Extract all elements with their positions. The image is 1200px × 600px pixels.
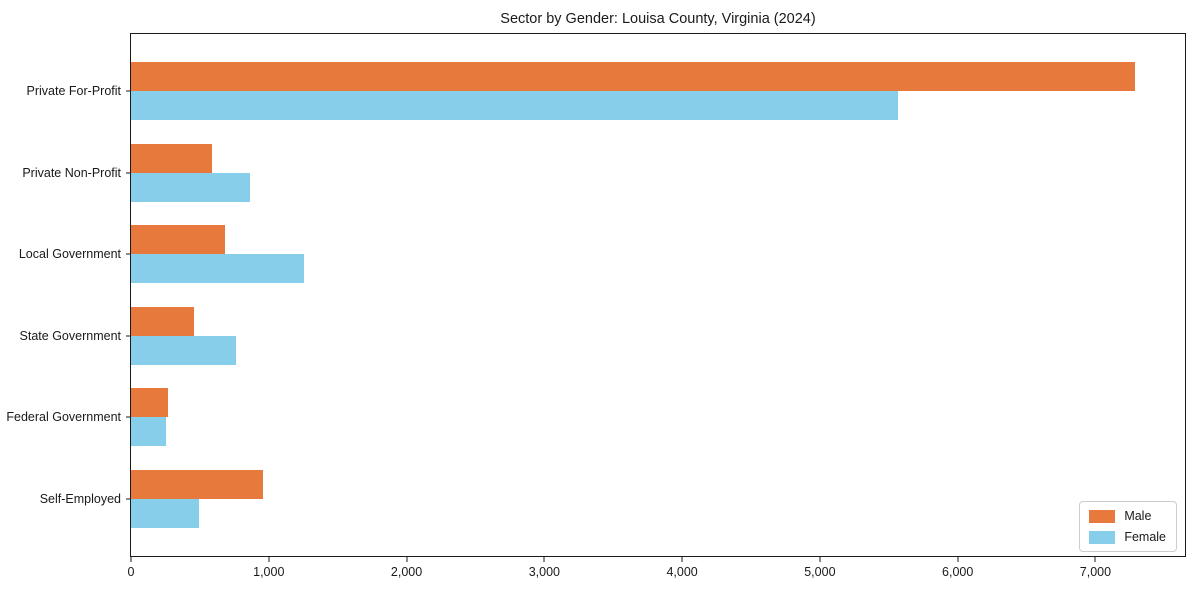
x-tick-label: 5,000 xyxy=(804,565,836,579)
legend-label: Female xyxy=(1124,530,1166,544)
x-tick xyxy=(406,557,408,562)
plot-area: Private For-Profit Private Non-Profit Loca… xyxy=(6,33,1186,579)
x-tick xyxy=(681,557,683,562)
y-tick-label: Private For-Profit xyxy=(26,84,121,99)
y-tick xyxy=(126,416,131,418)
bar-female xyxy=(131,91,899,121)
y-tick-label: Private Non-Profit xyxy=(22,165,121,180)
bar-female xyxy=(131,417,167,447)
bar-female xyxy=(131,254,304,284)
y-tick xyxy=(126,335,131,337)
legend-swatch xyxy=(1089,530,1116,544)
y-tick-label: Local Government xyxy=(18,247,121,262)
bar-male xyxy=(131,469,264,499)
x-tick-label: 2,000 xyxy=(390,565,423,579)
bar-male xyxy=(131,62,1135,92)
bar-male xyxy=(131,388,168,418)
x-tick-label: 3,000 xyxy=(528,565,560,579)
bar-male xyxy=(131,306,194,336)
x-tick-label: 0 xyxy=(127,565,135,579)
x-tick-label: 4,000 xyxy=(666,565,698,579)
bar-female xyxy=(131,498,199,528)
legend-entry: Female xyxy=(1089,530,1166,544)
legend: Male Female xyxy=(1079,501,1177,552)
bar-male xyxy=(131,143,212,173)
y-tick-label: Self-Employed xyxy=(39,491,121,506)
legend-entry: Male xyxy=(1089,509,1166,523)
y-tick xyxy=(126,498,131,500)
x-tick-label: 1,000 xyxy=(253,565,285,579)
y-tick xyxy=(126,172,131,174)
x-tick-label: 6,000 xyxy=(942,565,974,579)
legend-label: Male xyxy=(1124,509,1152,523)
x-tick xyxy=(543,557,545,562)
x-tick xyxy=(130,557,132,562)
x-tick xyxy=(957,557,959,562)
x-tick xyxy=(1094,557,1096,562)
y-tick xyxy=(126,253,131,255)
bar-female xyxy=(131,335,237,365)
x-tick xyxy=(268,557,270,562)
bar-male xyxy=(131,225,225,255)
y-tick-label: Federal Government xyxy=(6,410,121,425)
x-tick xyxy=(819,557,821,562)
y-tick xyxy=(126,90,131,92)
chart-title: Sector by Gender: Louisa County, Virgini… xyxy=(500,11,816,27)
legend-swatch xyxy=(1089,509,1116,523)
x-tick-label: 7,000 xyxy=(1079,565,1112,579)
bar-female xyxy=(131,172,251,202)
y-tick-label: State Government xyxy=(19,328,121,343)
